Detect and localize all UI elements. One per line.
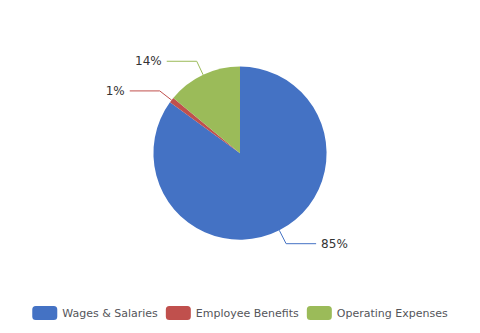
svg-text:Operating Expenses: Operating Expenses [337, 307, 448, 320]
svg-text:Wages & Salaries: Wages & Salaries [62, 307, 158, 320]
svg-text:1%: 1% [106, 84, 125, 98]
svg-text:14%: 14% [135, 54, 162, 68]
svg-text:Employee Benefits: Employee Benefits [196, 307, 299, 320]
svg-text:85%: 85% [321, 237, 348, 251]
